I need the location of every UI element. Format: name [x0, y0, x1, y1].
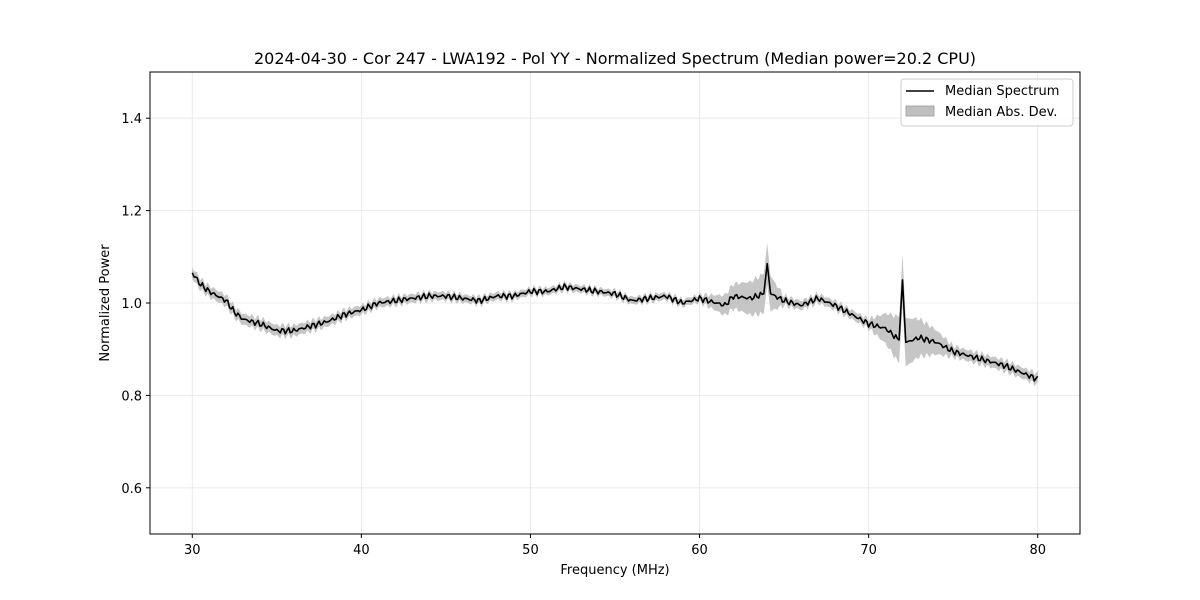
y-tick-label: 1.0: [121, 297, 142, 312]
y-tick-label: 0.8: [121, 389, 142, 404]
x-tick-label: 60: [691, 543, 708, 558]
chart-title: 2024-04-30 - Cor 247 - LWA192 - Pol YY -…: [254, 49, 976, 68]
x-axis: 30 40 50 60 70 80: [184, 534, 1046, 558]
y-tick-label: 0.6: [121, 482, 142, 497]
x-tick-label: 40: [353, 543, 370, 558]
x-tick-label: 50: [522, 543, 539, 558]
legend-mad-swatch: [905, 105, 935, 117]
legend-mad-label: Median Abs. Dev.: [945, 105, 1057, 120]
x-tick-label: 30: [184, 543, 201, 558]
x-tick-label: 80: [1029, 543, 1046, 558]
y-tick-label: 1.4: [121, 112, 142, 127]
x-tick-label: 70: [860, 543, 877, 558]
y-axis-label: Normalized Power: [98, 244, 113, 362]
x-axis-label: Frequency (MHz): [560, 563, 669, 578]
median-line-layer: [191, 262, 1039, 382]
y-tick-label: 1.2: [121, 205, 142, 220]
legend-frame: [900, 78, 1074, 127]
y-axis: 0.6 0.8 1.0 1.2 1.4: [121, 112, 150, 497]
legend-median-label: Median Spectrum: [945, 84, 1059, 99]
legend: Median Spectrum Median Abs. Dev.: [900, 78, 1074, 127]
median-spectrum-line: [191, 262, 1039, 382]
